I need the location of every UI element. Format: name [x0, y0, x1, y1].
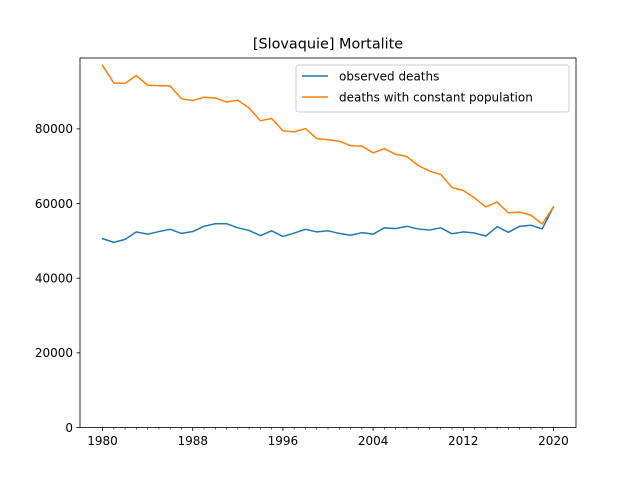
x-tick-label: 1996 — [268, 434, 299, 448]
legend: observed deaths deaths with constant popu… — [295, 64, 570, 113]
x-axis: 1980 1988 1996 2004 2012 2020 — [87, 427, 569, 448]
series-line-2 — [101, 64, 555, 225]
plot-frame — [79, 57, 577, 428]
x-tick-label: 2020 — [538, 434, 569, 448]
x-tick-label: 1988 — [177, 434, 208, 448]
x-tick-label: 2004 — [358, 434, 389, 448]
legend-label: deaths with constant population — [339, 90, 533, 104]
series-line-1 — [101, 205, 555, 244]
x-tick-label: 2012 — [448, 434, 479, 448]
y-tick-label: 80000 — [35, 122, 73, 136]
y-tick-label: 20000 — [35, 346, 73, 360]
y-tick-label: 40000 — [35, 272, 73, 286]
chart-title: [Slovaquie] Mortalite — [253, 37, 403, 53]
y-axis: 0 20000 40000 60000 80000 — [35, 122, 80, 435]
x-tick-label: 1980 — [87, 434, 118, 448]
series-layer — [101, 64, 555, 244]
legend-label: observed deaths — [339, 69, 439, 83]
y-tick-label: 60000 — [35, 197, 73, 211]
y-tick-label: 0 — [65, 421, 73, 435]
legend-box — [295, 64, 570, 113]
